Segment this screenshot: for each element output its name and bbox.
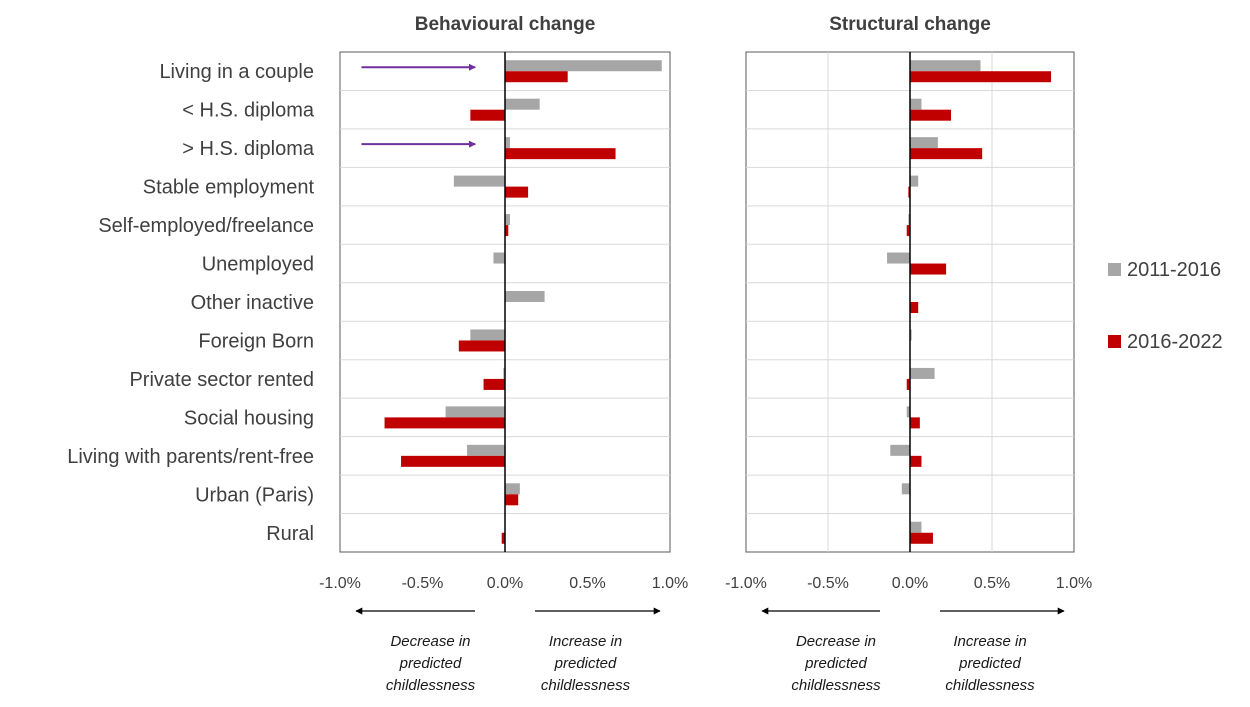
legend-label: 2016-2022 [1127,331,1223,353]
panel-title: Structural change [829,14,991,35]
bar-2011-2016-11 [890,444,910,456]
x-tick-label: 0.0% [892,575,928,592]
category-label: Rural [266,523,314,545]
bar-2016-2022-13 [501,532,505,544]
bar-2016-2022-4 [505,186,529,198]
bar-2016-2022-9 [483,378,505,390]
decrease-note-line: predicted [399,655,462,672]
category-label: Self-employed/freelance [98,215,314,237]
category-label: Stable employment [143,177,315,199]
bar-2011-2016-7 [505,291,545,302]
decrease-note-line: childlessness [386,677,476,694]
bar-2016-2022-10 [384,417,505,429]
bar-2016-2022-11 [910,455,922,467]
category-label: Living in a couple [159,61,314,83]
bar-2011-2016-3 [505,137,510,149]
bar-2011-2016-8 [910,329,912,341]
increase-note: Increase in predicted childlessness [945,633,1035,694]
decrease-note-line: Decrease in [796,633,876,650]
increase-note-line: childlessness [945,677,1035,694]
bar-2016-2022-6 [910,263,947,275]
decrease-note: Decrease in predicted childlessness [791,633,881,694]
bar-2016-2022-9 [906,378,910,390]
bar-2016-2022-1 [505,71,568,83]
category-label: Private sector rented [129,369,314,391]
increase-note: Increase in predicted childlessness [541,633,631,694]
chart-panel-2: Structural change -1.0% -0.5% 0.0% 0.5% 1.0% D… [725,14,1092,694]
bar-2016-2022-2 [470,109,505,121]
x-tick-label: 1.0% [652,575,688,592]
x-tick-label: 0.5% [974,575,1010,592]
bar-2011-2016-6 [493,252,505,264]
bar-2011-2016-5 [908,214,910,226]
bar-2011-2016-6 [887,252,910,264]
bar-2016-2022-5 [505,225,509,237]
legend: 2011-2016 2016-2022 [1108,259,1223,353]
x-tick-label: 0.5% [569,575,605,592]
bar-2016-2022-4 [908,186,910,198]
bar-2011-2016-13 [910,521,922,533]
x-tick-label: -1.0% [319,575,361,592]
panel-title: Behavioural change [415,14,596,35]
bar-2011-2016-12 [901,483,910,495]
bar-2016-2022-5 [906,225,910,237]
bar-2016-2022-1 [910,71,1052,83]
increase-note-line: Increase in [953,633,1026,650]
increase-note-line: predicted [958,655,1021,672]
bar-2016-2022-3 [910,148,983,160]
bar-2011-2016-5 [505,214,510,226]
category-label: Unemployed [202,254,314,276]
legend-swatch [1108,263,1121,276]
bar-2011-2016-3 [910,137,938,149]
bar-2011-2016-1 [505,60,662,72]
x-tick-label: 1.0% [1056,575,1092,592]
decrease-note: Decrease in predicted childlessness [386,633,476,694]
bar-2016-2022-2 [910,109,951,121]
increase-note-line: predicted [554,655,617,672]
bar-2011-2016-4 [453,175,505,187]
category-label: Foreign Born [198,330,314,352]
bar-2011-2016-2 [910,98,922,110]
category-label: Living with parents/rent-free [67,446,314,468]
bar-2011-2016-8 [470,329,505,341]
decrease-note-line: childlessness [791,677,881,694]
bar-2011-2016-11 [467,444,505,456]
bar-2011-2016-2 [505,98,540,110]
x-tick-label: -0.5% [402,575,444,592]
bar-2011-2016-1 [910,60,981,72]
bar-2011-2016-9 [910,367,935,379]
bar-2016-2022-13 [910,532,933,544]
category-label: > H.S. diploma [182,138,315,160]
category-label: Urban (Paris) [195,484,314,506]
bar-2011-2016-9 [503,367,505,379]
bar-2016-2022-3 [505,148,616,160]
category-label: Social housing [184,407,314,429]
decrease-note-line: predicted [804,655,867,672]
bar-2016-2022-11 [401,455,505,467]
x-tick-label: -0.5% [807,575,849,592]
x-tick-label: -1.0% [725,575,767,592]
bar-2016-2022-10 [910,417,920,429]
decrease-note-line: Decrease in [390,633,470,650]
chart-panel-1: Behavioural change Living in a couple < H.… [67,14,688,694]
bar-2016-2022-12 [505,494,519,506]
bar-2016-2022-8 [458,340,505,352]
increase-note-line: Increase in [549,633,622,650]
bar-2016-2022-7 [910,302,919,313]
bar-2011-2016-4 [910,175,919,187]
legend-swatch [1108,335,1121,348]
x-tick-label: 0.0% [487,575,523,592]
category-label: Other inactive [191,292,314,314]
increase-note-line: childlessness [541,677,631,694]
legend-label: 2011-2016 [1127,259,1221,281]
category-label: < H.S. diploma [182,100,315,122]
bar-2011-2016-10 [906,406,910,418]
bar-2011-2016-10 [445,406,505,418]
bar-2011-2016-12 [505,483,520,495]
